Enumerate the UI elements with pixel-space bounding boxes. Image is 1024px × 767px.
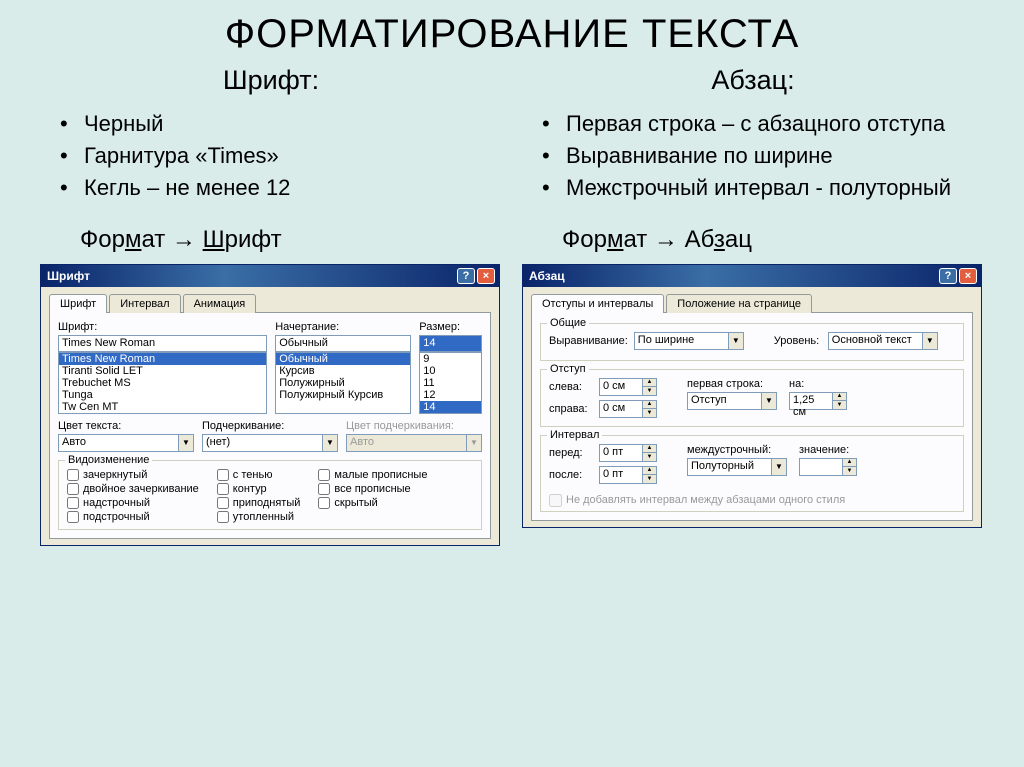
indent-legend: Отступ: [547, 363, 589, 375]
style-input[interactable]: [275, 335, 411, 352]
effect-engrave[interactable]: утопленный: [217, 511, 301, 523]
effect-strike[interactable]: зачеркнутый: [67, 469, 199, 481]
align-combo[interactable]: По ширине▼: [634, 332, 744, 350]
underline-combo[interactable]: (нет)▼: [202, 434, 338, 452]
tab-spacing[interactable]: Интервал: [109, 294, 180, 313]
menu-path-font: Формат → Шрифт: [40, 226, 502, 254]
color-label: Цвет текста:: [58, 420, 194, 432]
spacing-legend: Интервал: [547, 429, 602, 441]
noadd-checkbox: Не добавлять интервал между абзацами одн…: [549, 494, 955, 507]
effect-sub[interactable]: подстрочный: [67, 511, 199, 523]
list-item: Межстрочный интервал - полуторный: [542, 172, 984, 204]
size-list[interactable]: 9 10 11 12 14: [419, 352, 482, 414]
before-spinner[interactable]: 0 пт▲▼: [599, 444, 657, 462]
effect-hidden[interactable]: скрытый: [318, 497, 427, 509]
right-column: Абзац: Первая строка – с абзацного отсту…: [522, 65, 984, 546]
font-heading: Шрифт:: [40, 65, 502, 96]
font-list[interactable]: Times New Roman Tiranti Solid LET Trebuc…: [58, 352, 267, 414]
ulcolor-label: Цвет подчеркивания:: [346, 420, 482, 432]
style-label: Начертание:: [275, 321, 411, 333]
help-button[interactable]: ?: [457, 268, 475, 284]
list-item: Гарнитура «Times»: [60, 140, 502, 172]
effect-dblstrike[interactable]: двойное зачеркивание: [67, 483, 199, 495]
font-input[interactable]: [58, 335, 267, 352]
effect-shadow[interactable]: с тенью: [217, 469, 301, 481]
linespacing-combo[interactable]: Полуторный▼: [687, 458, 787, 476]
help-button[interactable]: ?: [939, 268, 957, 284]
tab-indents[interactable]: Отступы и интервалы: [531, 294, 664, 313]
tab-pageposition[interactable]: Положение на странице: [666, 294, 812, 313]
before-label: перед:: [549, 447, 589, 459]
effect-smallcaps[interactable]: малые прописные: [318, 469, 427, 481]
level-combo[interactable]: Основной текст▼: [828, 332, 938, 350]
list-item: Кегль – не менее 12: [60, 172, 502, 204]
size-label: Размер:: [419, 321, 482, 333]
list-item: Первая строка – с абзацного отступа: [542, 108, 984, 140]
dialog-title: Абзац: [529, 269, 565, 283]
tab-animation[interactable]: Анимация: [183, 294, 257, 313]
right-spinner[interactable]: 0 см▲▼: [599, 400, 657, 418]
left-spinner[interactable]: 0 см▲▼: [599, 378, 657, 396]
after-spinner[interactable]: 0 пт▲▼: [599, 466, 657, 484]
ulcolor-combo: Авто▼: [346, 434, 482, 452]
linespacing-label: междустрочный:: [687, 444, 787, 456]
effect-emboss[interactable]: приподнятый: [217, 497, 301, 509]
general-legend: Общие: [547, 317, 589, 329]
font-dialog: Шрифт ? × Шрифт Интервал Анимация: [40, 264, 500, 546]
dialog-title: Шрифт: [47, 269, 90, 283]
effects-legend: Видоизменение: [65, 454, 152, 466]
level-label: Уровень:: [774, 335, 822, 347]
underline-label: Подчеркивание:: [202, 420, 338, 432]
font-label: Шрифт:: [58, 321, 267, 333]
style-list[interactable]: Обычный Курсив Полужирный Полужирный Кур…: [275, 352, 411, 414]
size-input[interactable]: [419, 335, 482, 352]
effect-outline[interactable]: контур: [217, 483, 301, 495]
close-button[interactable]: ×: [477, 268, 495, 284]
firstline-combo[interactable]: Отступ▼: [687, 392, 777, 410]
menu-path-para: Формат → Абзац: [522, 226, 984, 254]
paragraph-dialog: Абзац ? × Отступы и интервалы Положение …: [522, 264, 982, 528]
list-item: Выравнивание по ширине: [542, 140, 984, 172]
right-label: справа:: [549, 403, 589, 415]
list-item: Черный: [60, 108, 502, 140]
firstline-label: первая строка:: [687, 378, 777, 390]
para-heading: Абзац:: [522, 65, 984, 96]
left-label: слева:: [549, 381, 589, 393]
by-label: на:: [789, 378, 847, 390]
tab-font[interactable]: Шрифт: [49, 294, 107, 313]
align-label: Выравнивание:: [549, 335, 628, 347]
value-spinner[interactable]: ▲▼: [799, 458, 857, 476]
effect-super[interactable]: надстрочный: [67, 497, 199, 509]
by-spinner[interactable]: 1,25 см▲▼: [789, 392, 847, 410]
left-column: Шрифт: Черный Гарнитура «Times» Кегль – …: [40, 65, 502, 546]
color-combo[interactable]: Авто▼: [58, 434, 194, 452]
value-label: значение:: [799, 444, 857, 456]
after-label: после:: [549, 469, 589, 481]
slide-title: ФОРМАТИРОВАНИЕ ТЕКСТА: [40, 12, 984, 57]
close-button[interactable]: ×: [959, 268, 977, 284]
effect-allcaps[interactable]: все прописные: [318, 483, 427, 495]
